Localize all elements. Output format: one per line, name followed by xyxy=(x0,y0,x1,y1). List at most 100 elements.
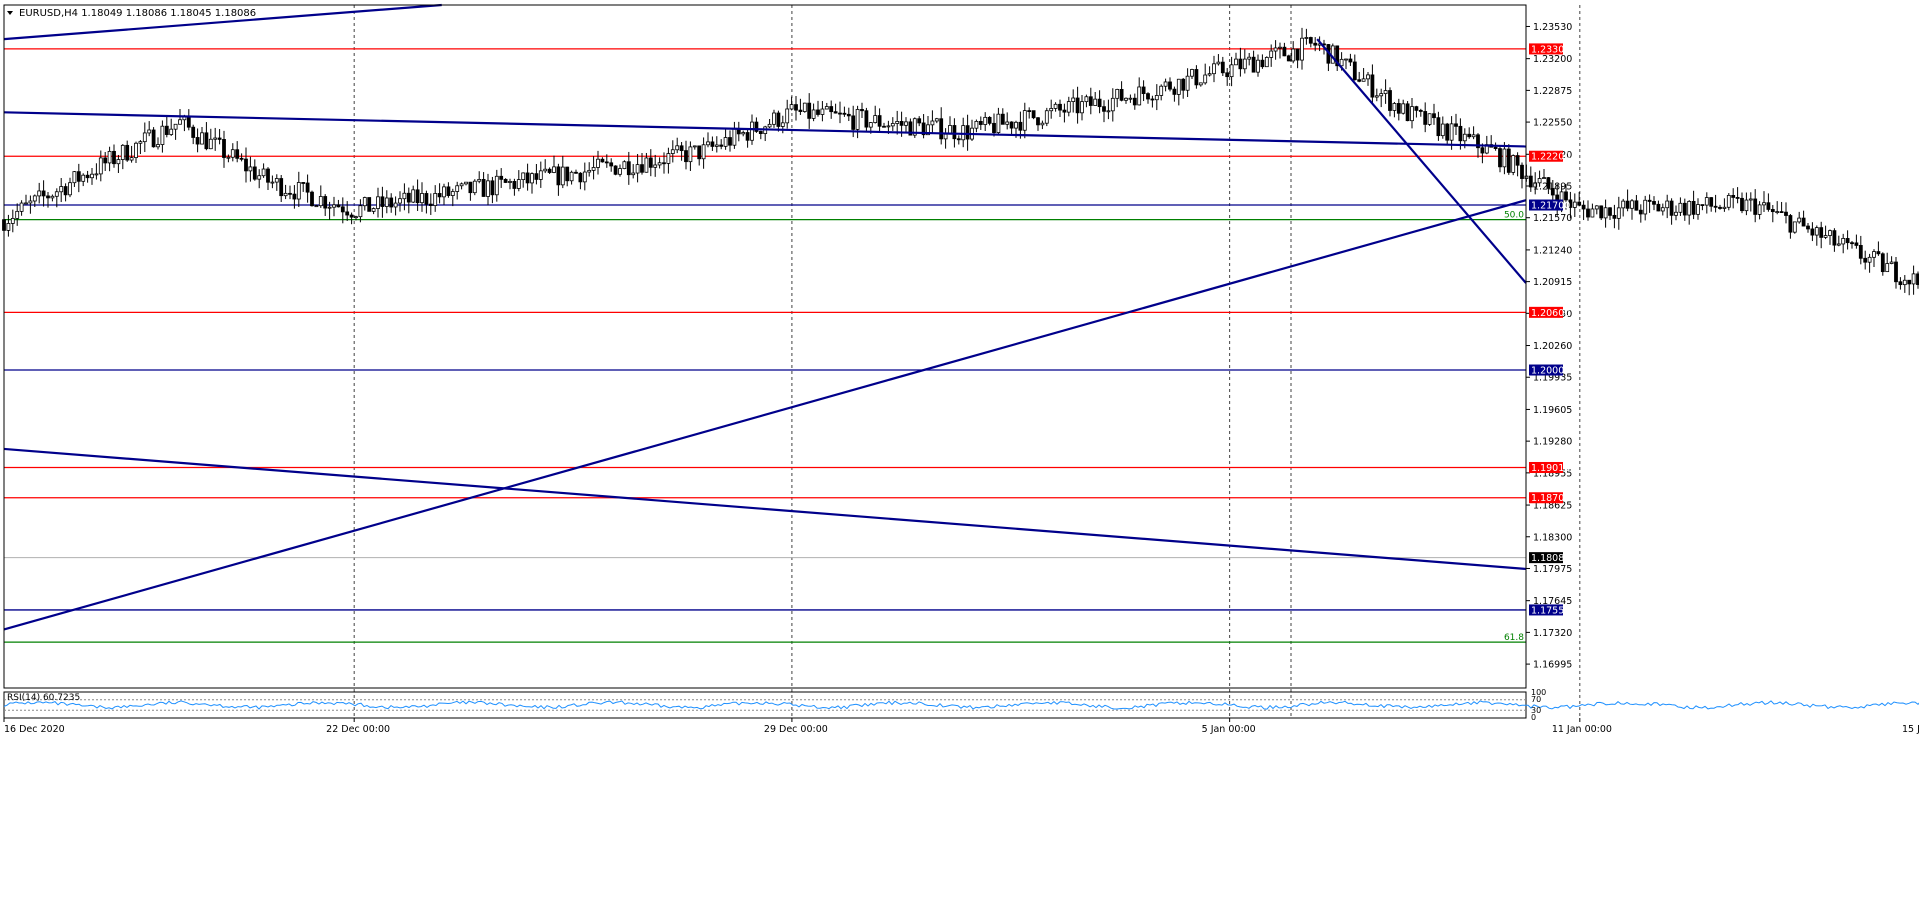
candle-body xyxy=(1529,176,1532,187)
candle-body xyxy=(795,105,798,111)
symbol-header: EURUSD,H4 1.18049 1.18086 1.18045 1.1808… xyxy=(19,8,256,19)
candle-body xyxy=(821,109,824,114)
candle-body xyxy=(337,205,340,207)
candle-body xyxy=(1402,104,1405,113)
candle-body xyxy=(500,176,503,179)
candle-body xyxy=(174,124,177,129)
candle-body xyxy=(262,169,265,176)
candle-body xyxy=(878,116,881,127)
candle-body xyxy=(1257,60,1260,72)
candle-body xyxy=(1692,201,1695,214)
candle-body xyxy=(1314,43,1317,45)
candle-body xyxy=(319,196,322,205)
candle-body xyxy=(1441,124,1444,136)
candle-body xyxy=(1239,59,1242,69)
candle-body xyxy=(1617,208,1620,218)
y-tick-label: 1.22875 xyxy=(1533,86,1572,97)
candle-body xyxy=(1160,86,1163,95)
candle-body xyxy=(1472,135,1475,137)
candle-body xyxy=(1626,201,1629,208)
candle-body xyxy=(627,162,630,175)
candle-body xyxy=(1710,198,1713,207)
candle-body xyxy=(157,145,160,147)
candle-body xyxy=(1653,201,1656,204)
candle-body xyxy=(548,169,551,172)
candle-body xyxy=(1644,200,1647,214)
candle-body xyxy=(1437,118,1440,136)
candle-body xyxy=(77,172,80,182)
candle-body xyxy=(962,126,965,140)
x-tick-label: 16 Dec 2020 xyxy=(4,724,65,735)
candle-body xyxy=(1842,238,1845,244)
candle-body xyxy=(1749,199,1752,200)
candle-body xyxy=(82,175,85,181)
candle-body xyxy=(1578,202,1581,205)
candle-body xyxy=(1877,252,1880,254)
candle-body xyxy=(636,165,639,173)
candle-body xyxy=(720,145,723,146)
candle-body xyxy=(1305,37,1308,38)
candle-body xyxy=(1622,201,1625,208)
candle-body xyxy=(1675,212,1678,215)
candle-body xyxy=(993,123,996,132)
candle-body xyxy=(1094,99,1097,105)
candle-body xyxy=(557,167,560,185)
candle-body xyxy=(390,198,393,207)
candle-body xyxy=(249,167,252,171)
candle-body xyxy=(1670,201,1673,215)
candle-body xyxy=(544,169,547,171)
candle-body xyxy=(416,190,419,203)
candle-body xyxy=(143,133,146,142)
candle-body xyxy=(469,182,472,193)
candle-body xyxy=(289,193,292,194)
candle-body xyxy=(425,193,428,204)
level-price-tag: 1.20009 xyxy=(1531,366,1570,377)
candle-body xyxy=(1164,82,1167,86)
candle-body xyxy=(746,133,749,141)
candle-body xyxy=(1393,103,1396,110)
candle-body xyxy=(99,158,102,174)
candle-body xyxy=(1697,205,1700,215)
candle-body xyxy=(491,181,494,195)
candle-body xyxy=(1494,147,1497,148)
candle-body xyxy=(1028,111,1031,112)
candle-body xyxy=(553,167,556,173)
candle-body xyxy=(350,215,353,217)
candle-body xyxy=(1732,195,1735,197)
candle-body xyxy=(64,187,67,195)
candle-body xyxy=(297,182,300,199)
candle-body xyxy=(513,181,516,188)
candle-body xyxy=(1265,57,1268,66)
candle-body xyxy=(944,134,947,139)
candle-body xyxy=(676,146,679,150)
candle-body xyxy=(1050,108,1053,110)
y-tick-label: 1.19605 xyxy=(1533,405,1572,416)
candle-body xyxy=(1855,243,1858,246)
candle-body xyxy=(843,113,846,114)
candle-body xyxy=(38,191,41,196)
candle-body xyxy=(456,186,459,192)
candle-body xyxy=(1045,111,1048,123)
candle-body xyxy=(1023,111,1026,131)
candle-body xyxy=(1415,107,1418,111)
candle-body xyxy=(896,121,899,123)
candle-body xyxy=(465,182,468,184)
candle-body xyxy=(1292,49,1295,61)
chart-header: EURUSD,H4 1.18049 1.18086 1.18045 1.1808… xyxy=(7,8,256,19)
y-tick-label: 1.21240 xyxy=(1533,245,1572,256)
candle-body xyxy=(1375,96,1378,97)
candle-body xyxy=(1054,104,1057,108)
candle-body xyxy=(773,113,776,124)
candle-body xyxy=(698,146,701,159)
candle-body xyxy=(685,151,688,162)
candle-body xyxy=(1081,102,1084,113)
fib-label: 50.0 xyxy=(1504,211,1524,221)
candle-body xyxy=(91,174,94,178)
candle-body xyxy=(1459,126,1462,140)
candle-body xyxy=(1424,111,1427,124)
candle-body xyxy=(1899,282,1902,285)
candle-body xyxy=(1309,37,1312,43)
candle-body xyxy=(399,199,402,203)
